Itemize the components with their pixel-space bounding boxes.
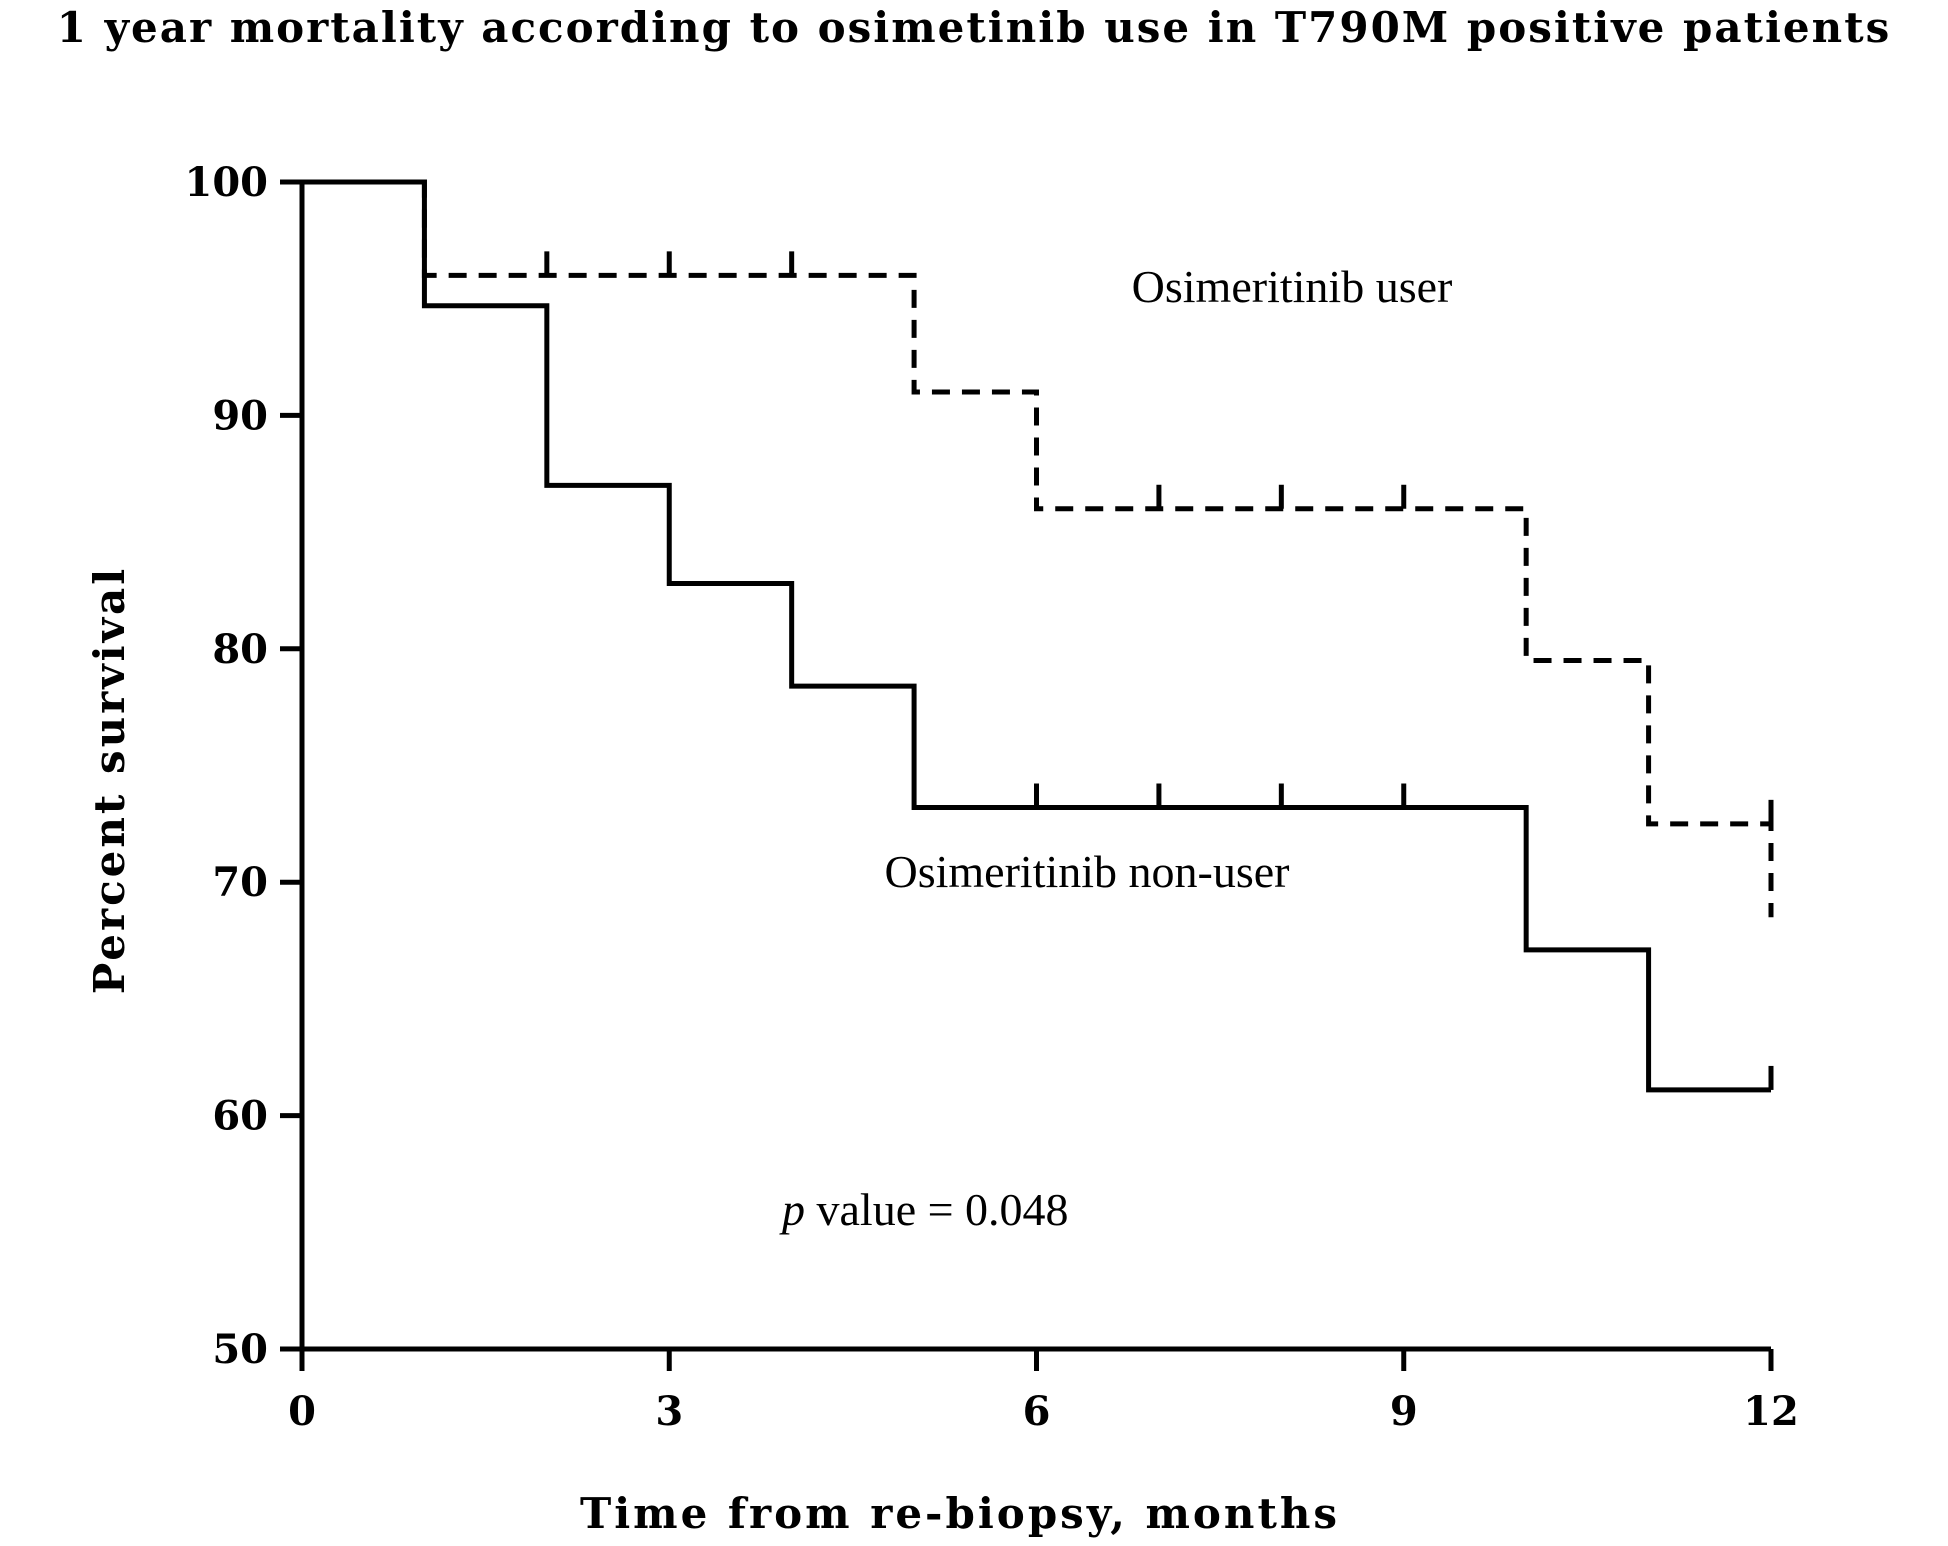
series-line-nonuser	[302, 179, 1771, 1093]
x-axis-label: Time from re-biopsy, months	[580, 1489, 1340, 1538]
x-tick-label: 3	[655, 1388, 683, 1435]
y-tick-label: 90	[212, 392, 268, 439]
y-tick-label: 100	[185, 159, 269, 206]
p-italic: p	[779, 1184, 805, 1235]
x-tick-label: 12	[1743, 1388, 1799, 1435]
y-tick-label: 80	[212, 626, 268, 673]
plot-area	[302, 179, 1774, 1093]
x-tick-label: 9	[1390, 1388, 1418, 1435]
y-tick-label: 60	[212, 1093, 268, 1140]
y-axis-label: Percent survival	[85, 566, 134, 994]
series-label-nonuser: Osimeritinib non-user	[885, 846, 1290, 897]
x-tick-label: 0	[288, 1388, 316, 1435]
series-label-user: Osimeritinib user	[1132, 261, 1453, 312]
x-tick-label: 6	[1023, 1388, 1051, 1435]
p-value-text: value = 0.048	[805, 1184, 1069, 1235]
axes: 50 60 70 80 90 100 0 3 6 9 12	[185, 159, 1799, 1435]
p-value-annotation: p value = 0.048	[779, 1184, 1069, 1235]
y-tick-label: 50	[212, 1326, 268, 1373]
y-tick-label: 70	[212, 859, 268, 906]
chart-title: 1 year mortality according to osimetinib…	[57, 3, 1891, 52]
